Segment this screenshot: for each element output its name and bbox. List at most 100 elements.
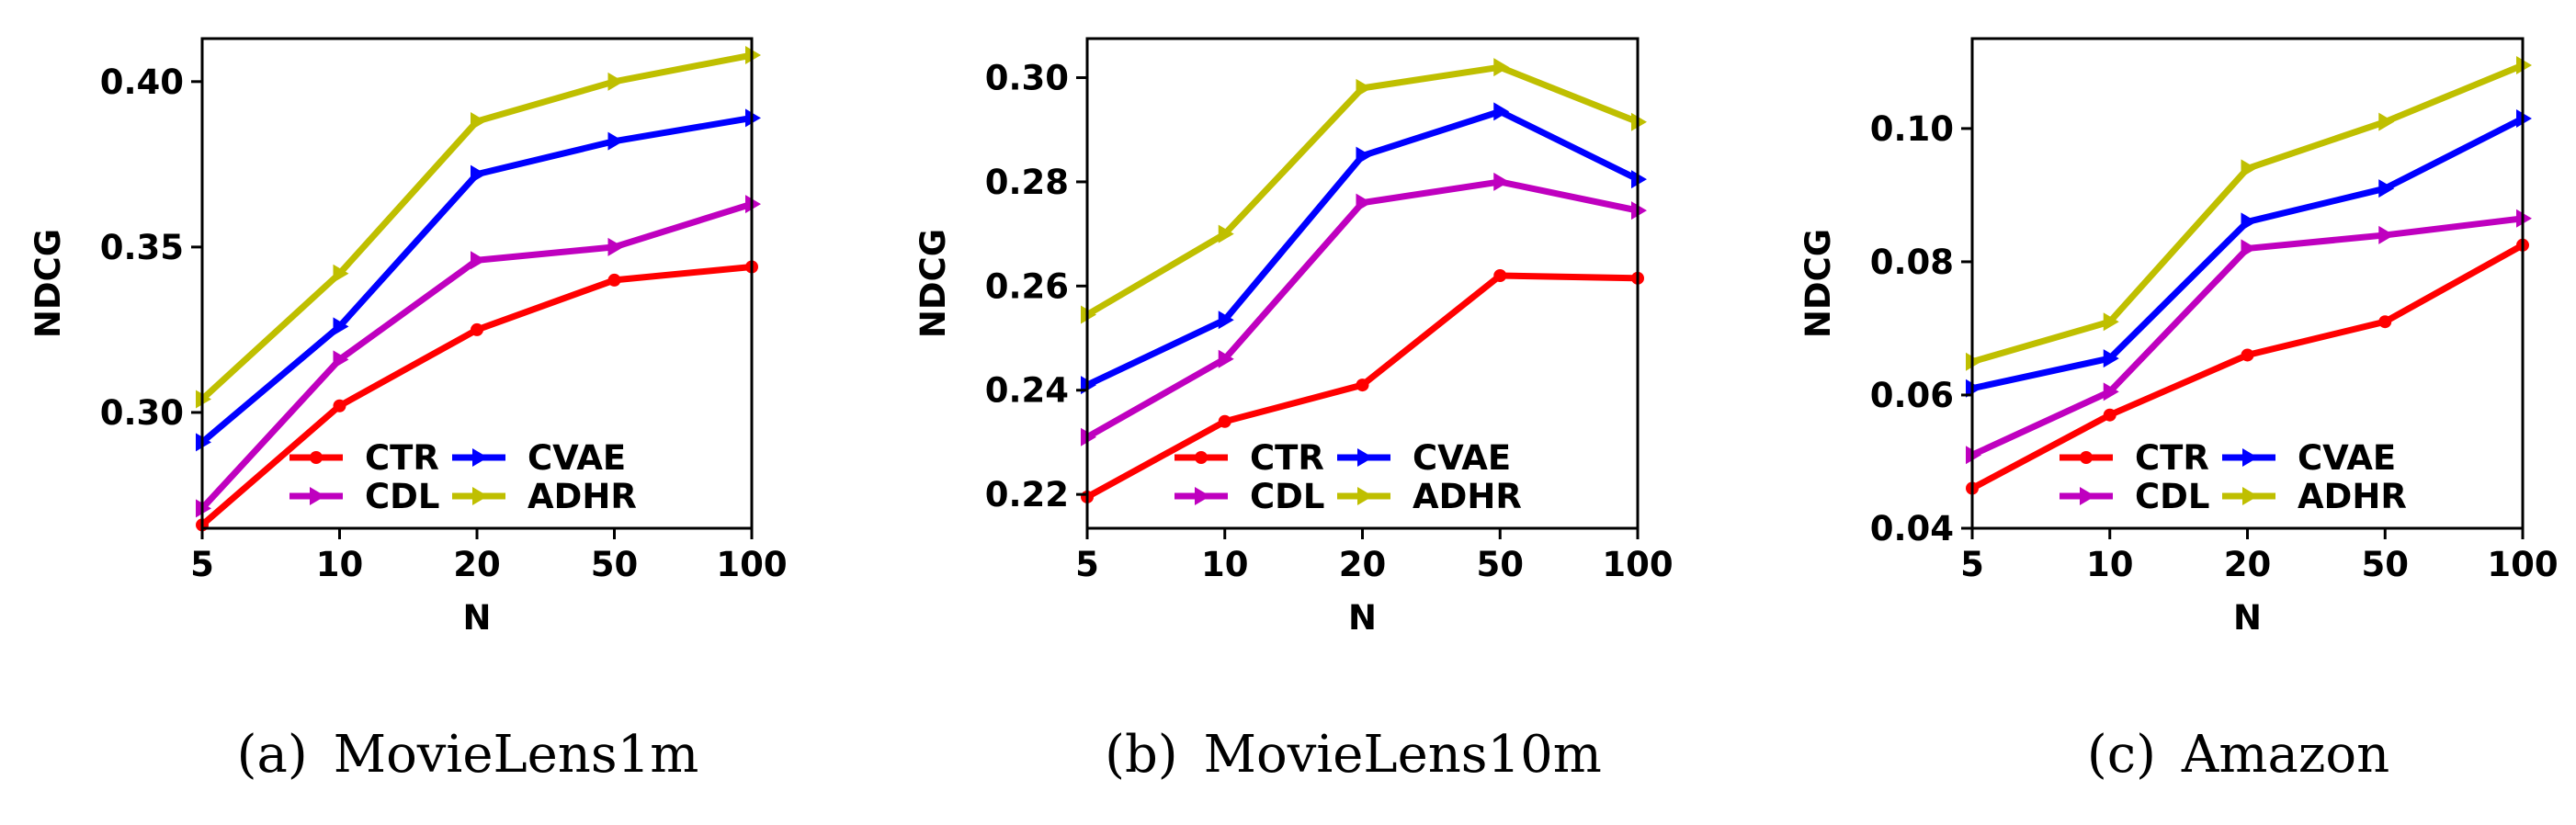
data-point-cvae-10 — [333, 317, 349, 336]
data-point-ctr-10 — [1218, 414, 1231, 428]
data-point-ctr-20 — [2241, 348, 2254, 362]
legend-label: CTR — [365, 438, 439, 478]
x-tick-label: 10 — [2086, 545, 2134, 584]
series-line-ctr — [199, 264, 753, 528]
data-point-cdl-10 — [333, 350, 349, 369]
data-point-adhr-10 — [2103, 312, 2119, 332]
data-point-cdl-10 — [1218, 349, 1234, 368]
y-tick-label: 0.40 — [100, 62, 184, 102]
x-axis-label: N — [1348, 598, 1377, 638]
x-tick-label: 20 — [453, 545, 501, 584]
y-tick-label: 0.30 — [985, 59, 1069, 98]
data-point-cvae-50 — [1493, 102, 1510, 121]
y-axis-label: NDCG — [28, 229, 68, 338]
x-tick-label: 10 — [316, 545, 364, 584]
data-point-ctr-50 — [1493, 268, 1507, 282]
y-axis-label: NDCG — [914, 229, 953, 338]
legend-item-adhr: ADHR — [2222, 477, 2407, 516]
x-tick-label: 50 — [591, 545, 639, 584]
x-tick-label: 50 — [2362, 545, 2410, 584]
data-point-cvae-50 — [607, 131, 624, 151]
legend-item-ctr: CTR — [1175, 438, 1324, 478]
data-point-cvae-10 — [2103, 349, 2119, 368]
series-line-cvae — [199, 114, 753, 446]
x-tick-label: 100 — [2487, 545, 2558, 584]
data-point-adhr-20 — [471, 112, 486, 131]
legend-label: ADHR — [2298, 477, 2407, 516]
data-point-cvae-50 — [2378, 179, 2395, 198]
y-tick-label: 0.24 — [985, 371, 1069, 411]
legend-item-ctr: CTR — [2060, 438, 2209, 478]
legend-swatch-marker — [1357, 448, 1373, 467]
legend-swatch-marker — [2080, 451, 2093, 464]
legend-label: CTR — [1250, 438, 1324, 478]
x-tick-label: 100 — [716, 545, 787, 584]
legend-label: CTR — [2135, 438, 2209, 478]
legend-item-cdl: CDL — [2060, 477, 2209, 516]
x-tick-label: 5 — [1960, 545, 1984, 584]
legend-label: ADHR — [528, 477, 637, 516]
legend-swatch-marker — [2080, 487, 2095, 505]
legend-swatch-marker — [1357, 487, 1373, 505]
data-point-cvae-20 — [2241, 212, 2257, 232]
y-axis-label: NDCG — [1799, 229, 1838, 338]
series-line-adhr — [1971, 62, 2525, 366]
data-point-cvae-20 — [1356, 146, 1372, 165]
x-tick-label: 5 — [1075, 545, 1099, 584]
data-point-adhr-20 — [1356, 78, 1372, 97]
legend-swatch-marker — [310, 451, 323, 464]
x-tick-label: 100 — [1602, 545, 1673, 584]
x-tick-label: 10 — [1201, 545, 1249, 584]
data-point-cdl-20 — [2241, 239, 2257, 258]
data-point-adhr-10 — [333, 264, 349, 283]
data-point-adhr-50 — [2378, 112, 2395, 131]
y-tick-label: 0.04 — [1870, 509, 1954, 548]
chart-panel-2: 5 10 20 50 100 0.22 0.24 0.26 0.28 0.30 N NDCG CTRCD… — [914, 37, 1674, 785]
data-point-adhr-20 — [2241, 159, 2257, 178]
legend-label: CVAE — [1413, 438, 1511, 478]
legend-label: ADHR — [1413, 477, 1522, 516]
legend-item-cdl: CDL — [1175, 477, 1324, 516]
data-point-ctr-10 — [333, 399, 346, 412]
data-point-ctr-50 — [607, 273, 621, 287]
legend-swatch-marker — [2242, 487, 2258, 505]
data-point-cdl-50 — [607, 237, 624, 256]
legend-label: CDL — [2135, 477, 2209, 516]
data-point-ctr-50 — [2378, 315, 2392, 329]
data-point-adhr-50 — [1493, 58, 1510, 77]
legend-swatch-marker — [310, 487, 325, 505]
data-point-adhr-50 — [607, 72, 624, 91]
legend-item-adhr: ADHR — [452, 477, 637, 516]
legend-swatch-marker — [472, 487, 488, 505]
legend-item-cvae: CVAE — [2222, 438, 2396, 478]
legend-swatch-marker — [1195, 451, 1208, 464]
y-tick-label: 0.26 — [985, 266, 1069, 306]
y-tick-label: 0.10 — [1870, 109, 1954, 149]
legend-swatch-marker — [472, 448, 488, 467]
data-point-ctr-20 — [1356, 379, 1369, 392]
data-point-cdl-20 — [1356, 193, 1372, 212]
panel-caption: (a) MovieLens1m — [237, 725, 699, 785]
x-tick-label: 5 — [190, 545, 214, 584]
y-tick-label: 0.22 — [985, 475, 1069, 514]
data-point-ctr-10 — [2103, 408, 2116, 422]
legend-swatch-marker — [2242, 448, 2258, 467]
x-tick-label: 20 — [2224, 545, 2272, 584]
legend-label: CDL — [365, 477, 439, 516]
x-axis-label: N — [2233, 598, 2262, 638]
legend-swatch-marker — [1195, 487, 1210, 505]
data-point-cvae-20 — [471, 164, 486, 184]
series-line-cdl — [1085, 178, 1639, 440]
y-tick-label: 0.08 — [1870, 243, 1954, 282]
legend-label: CDL — [1250, 477, 1324, 516]
x-axis-label: N — [463, 598, 492, 638]
panel-caption: (b) MovieLens10m — [1105, 725, 1602, 785]
x-tick-label: 20 — [1339, 545, 1387, 584]
y-tick-label: 0.30 — [100, 393, 184, 433]
